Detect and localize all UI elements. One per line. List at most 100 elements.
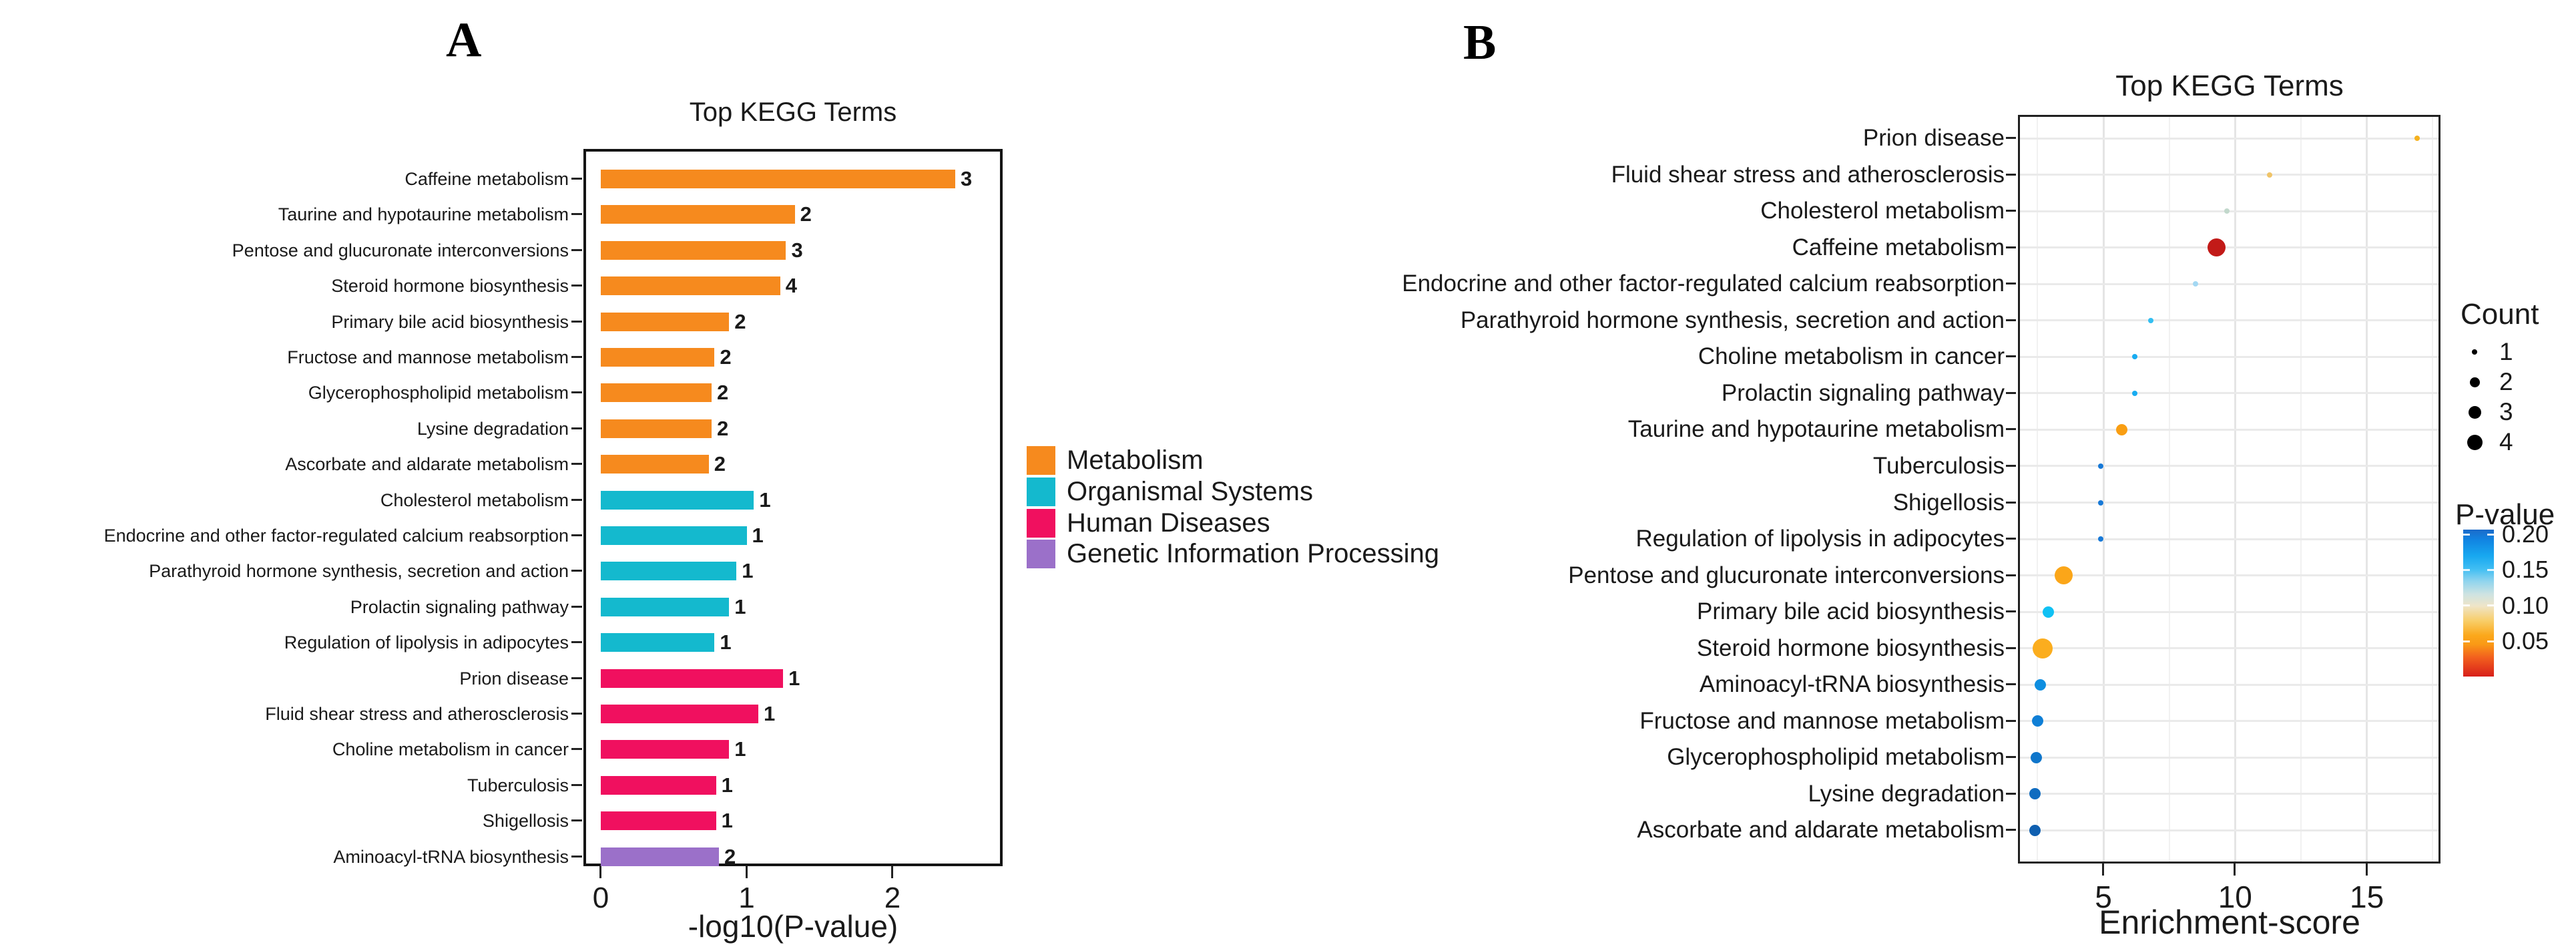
dot-row-label: Taurine and hypotaurine metabolism (1627, 416, 2005, 443)
x-axis-tick-label: 0 (592, 882, 609, 914)
y-axis-tick (571, 713, 582, 715)
data-point (2132, 390, 2138, 396)
x-axis-tick (2102, 864, 2104, 876)
data-point (2031, 715, 2043, 727)
count-legend-label: 2 (2499, 368, 2513, 395)
dot-row-label: Endocrine and other factor-regulated cal… (1402, 270, 2005, 297)
category-legend-swatch (1027, 446, 1055, 475)
row-gridline (2020, 246, 2438, 249)
y-axis-tick (571, 285, 582, 287)
bar (601, 597, 730, 616)
pvalue-legend-title: P-value (2455, 498, 2555, 531)
bar-count-label: 1 (788, 666, 800, 690)
x-axis-tick-label: 1 (738, 882, 755, 914)
data-point (2034, 679, 2046, 691)
bar-row-label: Choline metabolism in cancer (332, 739, 569, 760)
pvalue-gradient-bar (2463, 530, 2494, 677)
bar-count-label: 1 (721, 773, 733, 797)
y-axis-tick (571, 677, 582, 679)
bar-count-label: 2 (724, 844, 736, 868)
bar-count-label: 1 (734, 737, 746, 761)
data-point (2208, 238, 2226, 257)
y-axis-tick (2006, 137, 2016, 139)
y-axis-tick (571, 463, 582, 465)
panel-b-x-axis-label: Enrichment-score (2099, 904, 2360, 941)
count-legend-dot (2472, 349, 2477, 355)
panel-b-letter: B (1463, 15, 1497, 70)
pvalue-gradient-tick (2487, 568, 2494, 571)
dot-row-label: Caffeine metabolism (1792, 234, 2005, 260)
bar (601, 740, 730, 759)
bar (601, 847, 719, 866)
bar-row-label: Parathyroid hormone synthesis, secretion… (149, 561, 569, 582)
y-axis-tick (2006, 574, 2016, 576)
dot-row-label: Shigellosis (1892, 489, 2005, 516)
bar-count-label: 2 (720, 345, 732, 369)
row-gridline (2020, 319, 2438, 322)
y-axis-tick (571, 855, 582, 858)
pvalue-gradient-tick (2463, 640, 2470, 642)
bar-row-label: Cholesterol metabolism (380, 490, 569, 510)
row-gridline (2020, 502, 2438, 504)
pvalue-legend-label: 0.20 (2502, 520, 2549, 548)
y-axis-tick (571, 213, 582, 216)
x-axis-tick (745, 866, 748, 878)
dot-row-label: Fructose and mannose metabolism (1639, 707, 2005, 734)
bar-count-label: 2 (717, 381, 729, 405)
bar (601, 383, 712, 403)
y-axis-tick (2006, 464, 2016, 467)
data-point (2055, 566, 2073, 585)
row-gridline (2020, 538, 2438, 540)
data-point (2098, 500, 2104, 506)
category-legend-label: Genetic Information Processing (1067, 539, 1440, 569)
bar-row-label: Primary bile acid biosynthesis (331, 311, 569, 332)
bar-count-label: 3 (791, 238, 803, 262)
y-axis-tick (2006, 173, 2016, 176)
dot-row-label: Ascorbate and aldarate metabolism (1637, 817, 2005, 843)
bar-row-label: Ascorbate and aldarate metabolism (285, 454, 569, 475)
y-axis-tick (571, 641, 582, 644)
data-point (2030, 751, 2042, 763)
y-axis-tick (2006, 246, 2016, 248)
bar-count-label: 1 (742, 559, 754, 583)
y-axis-tick (2006, 829, 2016, 831)
y-axis-tick (571, 248, 582, 251)
bar-row-label: Regulation of lipolysis in adipocytes (284, 632, 569, 653)
data-point (2414, 136, 2420, 141)
row-gridline (2020, 174, 2438, 176)
data-point (2116, 423, 2128, 435)
bar-count-label: 4 (785, 274, 797, 298)
minor-gridline (2300, 117, 2302, 862)
row-gridline (2020, 793, 2438, 795)
pvalue-gradient-tick (2463, 604, 2470, 607)
y-axis-tick (571, 605, 582, 608)
count-legend-title: Count (2461, 298, 2539, 331)
bar-row-label: Prion disease (459, 668, 569, 689)
bar-count-label: 1 (721, 809, 733, 833)
pvalue-gradient-tick (2487, 533, 2494, 536)
dot-row-label: Parathyroid hormone synthesis, secretion… (1460, 307, 2005, 333)
bar-row-label: Tuberculosis (467, 775, 569, 795)
data-point (2224, 208, 2230, 214)
row-gridline (2020, 282, 2438, 285)
x-axis-tick-label: 15 (2350, 880, 2384, 914)
bar-row-label: Endocrine and other factor-regulated cal… (103, 526, 569, 546)
y-axis-tick (2006, 210, 2016, 212)
y-axis-tick (2006, 501, 2016, 504)
y-axis-tick (571, 534, 582, 536)
y-axis-tick (571, 427, 582, 429)
y-axis-tick (571, 570, 582, 572)
y-axis-tick (2006, 391, 2016, 394)
data-point (2266, 172, 2272, 178)
bar (601, 205, 795, 224)
data-point (2193, 281, 2199, 287)
pvalue-legend-label: 0.05 (2502, 627, 2549, 655)
x-axis-tick (2365, 864, 2368, 876)
y-axis-tick (2006, 646, 2016, 649)
y-axis-tick (571, 498, 582, 501)
x-axis-tick-label: 10 (2218, 880, 2252, 914)
row-gridline (2020, 137, 2438, 140)
bar (601, 419, 712, 438)
major-gridline (2234, 117, 2236, 862)
